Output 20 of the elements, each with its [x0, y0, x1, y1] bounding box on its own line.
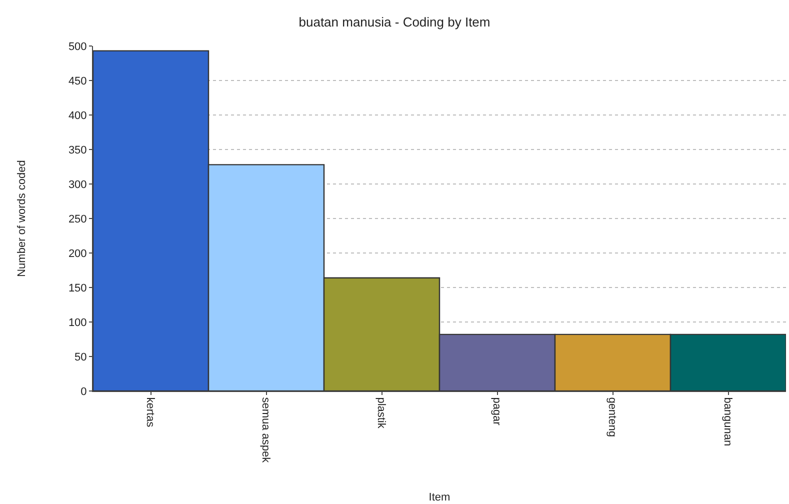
y-axis-title: Number of words coded [16, 160, 28, 277]
x-tick-label: bangunan [722, 397, 734, 446]
y-tick-label: 500 [68, 40, 87, 53]
y-tick-label: 50 [74, 351, 87, 364]
x-tick-label: semua aspek [260, 397, 272, 464]
x-tick-label: genteng [606, 397, 618, 437]
y-tick-label: 300 [68, 178, 87, 191]
y-tick-label: 250 [68, 213, 87, 226]
y-tick-label: 0 [80, 386, 87, 398]
y-tick-label: 350 [68, 144, 87, 156]
chart-title: buatan manusia - Coding by Item [298, 14, 490, 30]
y-tick-label: 450 [68, 75, 87, 88]
x-tick-label: pagar [490, 397, 503, 426]
x-tick-label: kertas [144, 397, 156, 428]
y-tick-label: 100 [68, 316, 87, 329]
y-tick-label: 400 [68, 110, 87, 122]
x-axis-title: Item [428, 491, 450, 504]
x-tick-label: plastik [375, 397, 388, 429]
y-tick-label: 150 [68, 282, 87, 294]
y-tick-label: 200 [68, 248, 87, 260]
